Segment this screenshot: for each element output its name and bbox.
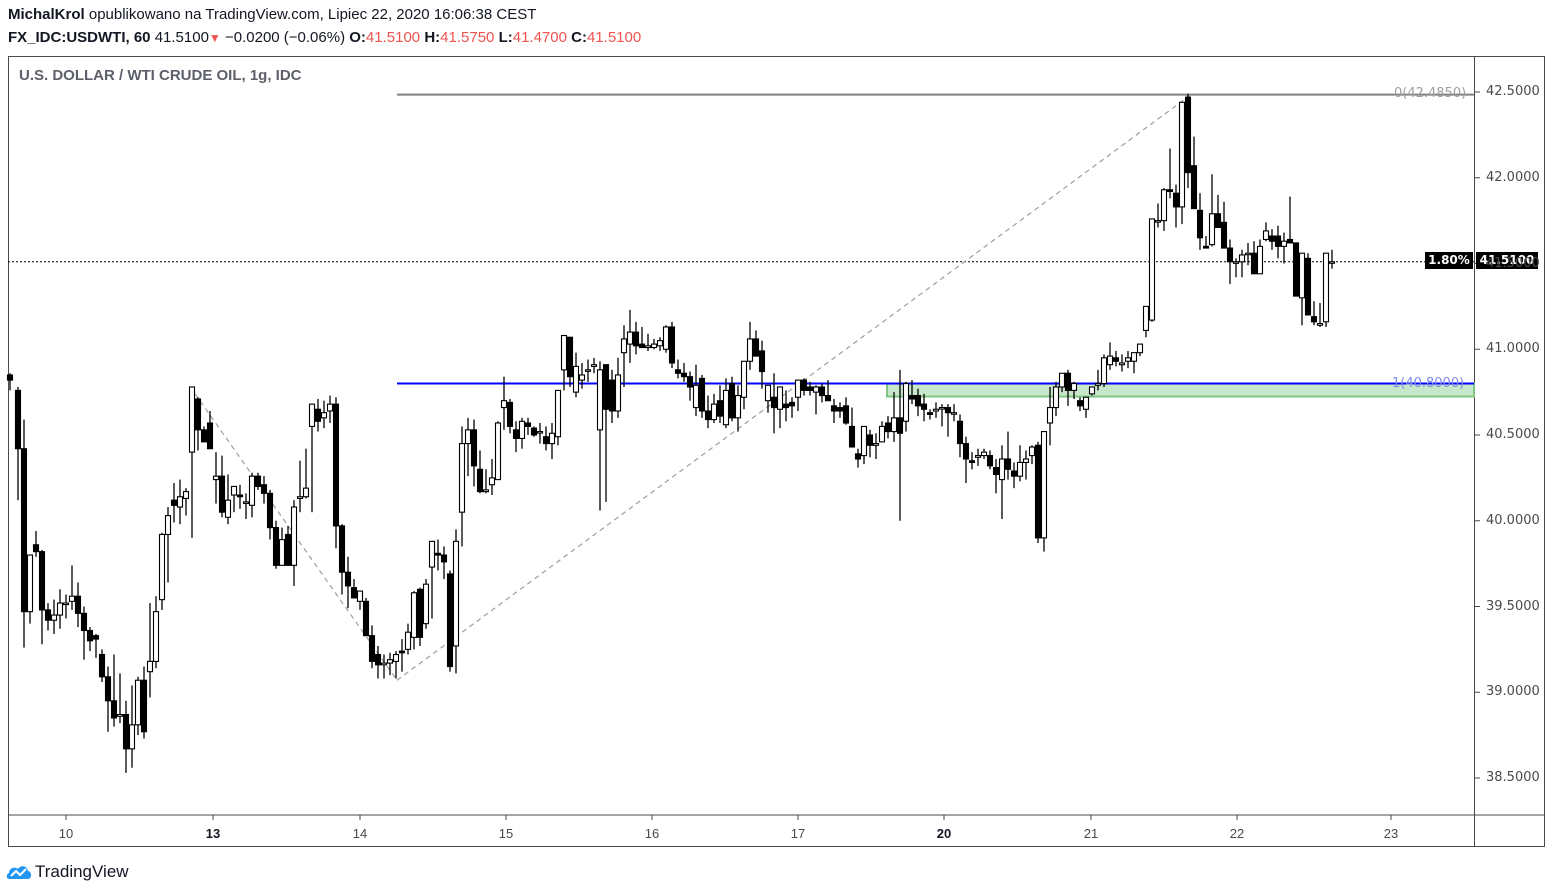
low-value: 41.4700	[512, 29, 567, 46]
price-tick-label: 39.5000	[1486, 598, 1540, 614]
time-tick-label: 17	[790, 826, 806, 841]
high-label: H:	[424, 29, 441, 46]
time-tick-label: 20	[936, 826, 952, 841]
price-tick-label: 40.0000	[1486, 512, 1540, 528]
time-tick-label: 10	[58, 826, 74, 841]
time-tick-label: 14	[352, 826, 368, 841]
author-name[interactable]: MichalKrol	[8, 6, 85, 23]
time-tick-label: 13	[205, 826, 221, 841]
tradingview-logo-text: TradingView	[35, 862, 129, 881]
open-value: 41.5100	[365, 29, 421, 46]
chart-frame	[8, 56, 1545, 847]
price-tick-label: 41.0000	[1486, 341, 1540, 357]
price-tick-label: 38.5000	[1486, 770, 1540, 785]
current-price-tag: 41.5100	[1476, 252, 1538, 269]
time-tick-label: 21	[1083, 826, 1099, 841]
drawings	[8, 93, 1475, 681]
close-value: 41.5100	[586, 29, 642, 46]
change-percent-tag: 1.80%	[1425, 252, 1473, 269]
tradingview-logo[interactable]: TradingView	[6, 862, 129, 882]
price-tick-label: 39.0000	[1486, 684, 1540, 700]
chart-title: U.S. DOLLAR / WTI CRUDE OIL, 1g, IDC	[19, 67, 302, 84]
high-value: 41.5750	[440, 29, 495, 46]
symbol-label: FX_IDC:USDWTI, 60	[8, 29, 151, 46]
time-tick-label: 22	[1229, 826, 1245, 841]
fib-level-1-label: 1(40.8000)	[1392, 376, 1465, 391]
published-text: opublikowano na TradingView.com, Lipiec …	[88, 6, 537, 23]
close-label: C:	[571, 29, 587, 46]
time-tick-label: 23	[1383, 826, 1399, 841]
symbol-info: FX_IDC:USDWTI, 60 41.5100▼ −0.0200 (−0.0…	[8, 29, 641, 46]
down-triangle-icon: ▼	[208, 31, 221, 45]
candles	[6, 93, 1336, 773]
price-change: −0.0200 (−0.06%)	[224, 29, 346, 46]
time-tick-label: 16	[644, 826, 660, 841]
time-tick-label: 15	[498, 826, 514, 841]
price-tick-label: 42.0000	[1486, 169, 1540, 185]
price-tick-label: 40.5000	[1486, 427, 1540, 442]
axes	[8, 56, 1545, 847]
fib-level-0-label: 0(42.4850)	[1394, 86, 1467, 101]
price-tick-label: 41.5000	[1486, 255, 1540, 271]
tradingview-cloud-icon	[6, 866, 31, 879]
last-price: 41.5100	[154, 29, 209, 46]
publish-info: MichalKrol opublikowano na TradingView.c…	[8, 6, 536, 23]
low-label: L:	[498, 29, 513, 46]
open-label: O:	[349, 29, 366, 46]
price-tick-label: 42.5000	[1486, 84, 1540, 99]
